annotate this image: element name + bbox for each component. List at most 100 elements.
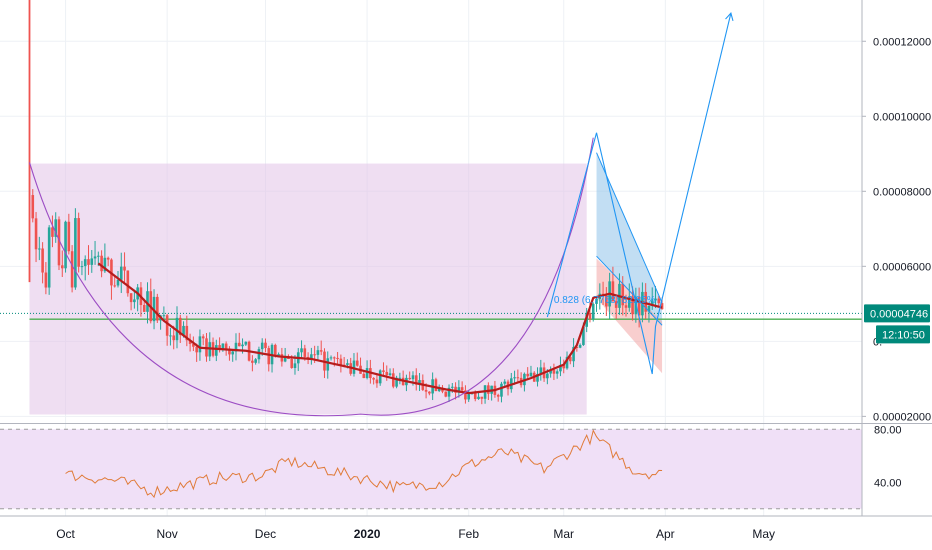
candle-body xyxy=(582,326,585,345)
candle-body xyxy=(277,354,280,356)
candle-body xyxy=(365,368,369,379)
flag-boundary-line xyxy=(596,255,663,326)
candle-body xyxy=(444,391,448,397)
projection-arrowhead xyxy=(725,12,734,21)
candle-body xyxy=(80,266,84,268)
candle-body xyxy=(192,343,195,347)
candle-body xyxy=(267,348,271,365)
candle-body xyxy=(480,396,484,399)
candle-body xyxy=(333,357,336,359)
candle-body xyxy=(326,358,330,371)
candle-body xyxy=(339,358,343,365)
candle-body xyxy=(274,344,277,356)
candle-body xyxy=(434,379,438,392)
rsi-line xyxy=(65,429,663,499)
last-price-badge[interactable] xyxy=(864,304,930,323)
candle-body xyxy=(565,356,569,369)
candle-body xyxy=(234,342,238,352)
candle-body xyxy=(142,305,146,312)
candle-body xyxy=(605,295,608,307)
flag-upper-channel xyxy=(596,152,663,326)
candle-body xyxy=(156,296,159,321)
candle-body xyxy=(568,356,572,362)
candle-body xyxy=(473,392,477,400)
candle-body xyxy=(251,360,254,363)
countdown-label: 12:10:50 xyxy=(882,329,925,341)
candle-body xyxy=(172,335,176,341)
candle-body xyxy=(559,364,562,372)
candle-body xyxy=(355,360,359,366)
time-axis-label: Apr xyxy=(656,527,675,541)
time-axis-label: Nov xyxy=(156,527,177,541)
candle-body xyxy=(503,381,507,384)
candle-body xyxy=(546,373,549,379)
candle-body xyxy=(34,218,38,250)
candle-body xyxy=(578,344,582,348)
time-axis-label: Mar xyxy=(553,527,574,541)
candle-body xyxy=(644,291,647,312)
candle-body xyxy=(228,348,231,355)
fib-ratio-label: 0.828 (6.7768) 82.85% xyxy=(554,295,656,306)
candle-body xyxy=(303,348,307,357)
candle-body xyxy=(526,373,529,377)
candle-body xyxy=(513,377,516,379)
candle-body xyxy=(654,298,657,301)
candle-body xyxy=(536,373,539,382)
candle-body xyxy=(165,315,169,336)
candle-body xyxy=(637,297,641,316)
candle-body xyxy=(260,342,264,350)
candle-body xyxy=(487,385,490,394)
candle-body xyxy=(398,377,402,379)
candle-body xyxy=(57,219,61,266)
price-tick-label: 0.00006000 xyxy=(873,261,931,273)
candle-body xyxy=(611,281,615,302)
rsi-tick-label: 40.00 xyxy=(874,477,902,489)
candle-body xyxy=(182,325,185,336)
candle-body xyxy=(169,335,172,337)
candle-body xyxy=(316,350,320,355)
moving-average-line xyxy=(97,262,663,395)
candle-body xyxy=(595,298,598,304)
candle-body xyxy=(451,386,454,388)
candle-body xyxy=(41,248,44,273)
candle-body xyxy=(336,357,339,359)
candle-body xyxy=(319,350,323,352)
candle-body xyxy=(178,317,182,336)
candle-body xyxy=(549,369,552,374)
candle-body xyxy=(74,218,77,288)
candle-body xyxy=(175,317,179,341)
candle-body xyxy=(375,379,379,384)
candle-body xyxy=(411,375,415,380)
candle-body xyxy=(83,259,87,267)
candle-body xyxy=(38,248,41,250)
rsi-band xyxy=(0,429,862,509)
price-tick-label: 0.00010000 xyxy=(873,111,931,123)
candle-body xyxy=(100,255,103,272)
candle-body xyxy=(195,346,198,353)
rsi-tick-label: 80.00 xyxy=(874,424,902,436)
candle-body xyxy=(477,396,480,400)
candle-body xyxy=(575,346,579,348)
candle-body xyxy=(31,195,35,219)
candle-body xyxy=(300,348,303,353)
time-axis-label: 2020 xyxy=(354,527,381,541)
candle-body xyxy=(87,259,90,265)
candle-body xyxy=(201,336,205,339)
candle-body xyxy=(392,373,395,387)
candle-body xyxy=(70,251,74,288)
candle-body xyxy=(215,345,218,356)
candle-body xyxy=(329,357,333,359)
candle-body xyxy=(106,257,110,260)
candle-body xyxy=(77,218,80,267)
candle-body xyxy=(555,371,559,374)
time-axis-label: May xyxy=(752,527,775,541)
candle-body xyxy=(572,346,575,362)
candle-body xyxy=(64,221,67,269)
candle-body xyxy=(93,256,97,259)
candle-body xyxy=(362,373,366,379)
candle-body xyxy=(496,394,500,397)
candle-body xyxy=(188,340,192,344)
candle-body xyxy=(346,363,349,365)
candle-body xyxy=(198,336,202,353)
